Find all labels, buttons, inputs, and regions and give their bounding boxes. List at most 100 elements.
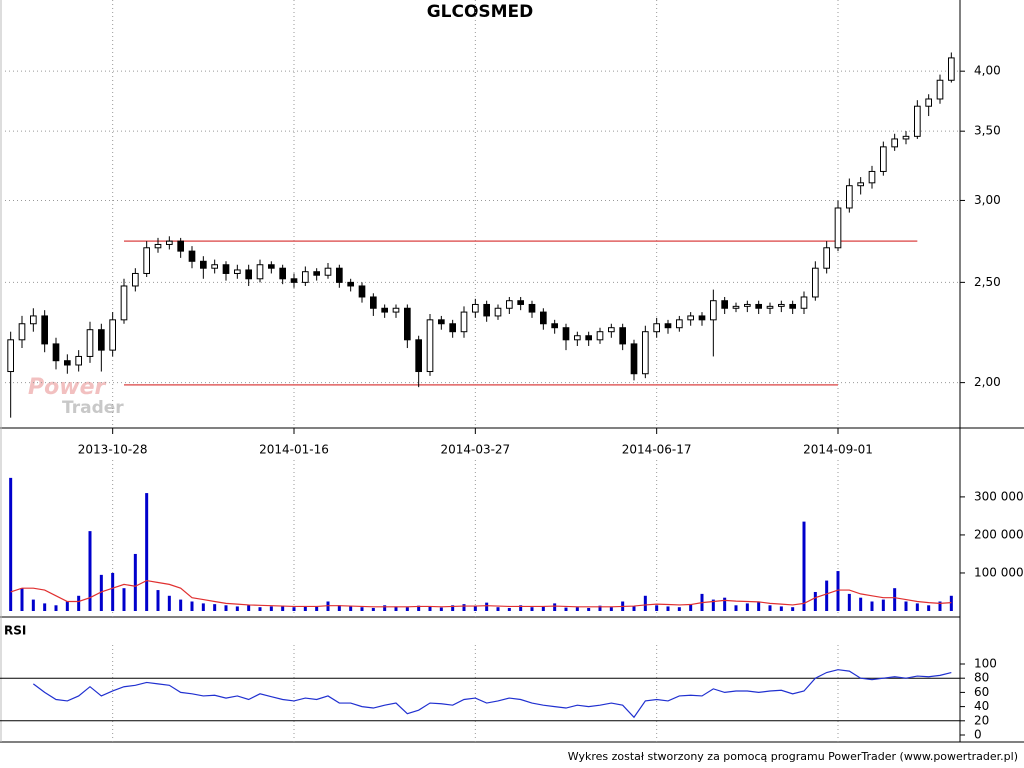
volume-bar [541, 606, 545, 611]
volume-bar [485, 602, 489, 611]
candle-body [687, 315, 694, 321]
volume-bar [632, 606, 636, 611]
volume-average [10, 579, 952, 608]
candle-body [279, 267, 287, 280]
candle-body [676, 319, 683, 329]
y-tick-label: 2,00 [974, 375, 1001, 389]
x-tick-label: 2014-06-17 [622, 443, 692, 457]
candle-body [245, 269, 252, 280]
candle-body [585, 335, 592, 341]
candle-body [891, 138, 898, 148]
x-tick-label: 2014-09-01 [803, 443, 873, 457]
candle-body [574, 335, 581, 341]
candle-body [630, 343, 638, 375]
candle-body [268, 264, 275, 269]
volume-bar [247, 605, 251, 611]
candle-body [222, 264, 230, 274]
panel-title: RSI [4, 624, 26, 638]
volume-bar [655, 605, 659, 611]
candle-body [653, 323, 660, 333]
candle-body [619, 327, 626, 345]
candle-body [313, 271, 321, 276]
candle-body [166, 240, 173, 245]
candle-body [642, 331, 649, 375]
volume-bar [258, 607, 262, 611]
volume-bar [757, 601, 761, 611]
candle-body [64, 360, 71, 366]
candle-body [868, 170, 876, 184]
volume-bar [643, 595, 647, 611]
volume-bar [451, 605, 455, 611]
volume-bar [677, 607, 681, 611]
volume-bar [791, 607, 795, 611]
volume-bar [825, 580, 829, 611]
candle-body [880, 146, 887, 172]
volume-bar [405, 607, 409, 611]
candle-body [812, 267, 819, 298]
volume-bar [473, 606, 477, 611]
candle-body [188, 250, 196, 262]
candle-body [483, 303, 491, 317]
volume-bar [20, 588, 24, 611]
rsi-line [32, 669, 952, 719]
candle-body [914, 105, 921, 137]
volume-bar [553, 603, 557, 611]
candle-body [517, 300, 524, 305]
candle-body [7, 339, 14, 373]
volume-bar [768, 605, 772, 611]
candle-body [415, 339, 423, 373]
candle-body [948, 57, 955, 81]
candle-body [744, 303, 751, 307]
volume-bar [417, 605, 421, 611]
candle-body [234, 269, 241, 274]
candle-body [710, 300, 717, 321]
volume-bar [190, 601, 194, 611]
volume-bar [564, 607, 568, 611]
y-tick-label: 3,00 [974, 193, 1001, 207]
candle-body [664, 323, 672, 329]
watermark: Trader [62, 398, 124, 418]
watermark: Power [28, 375, 106, 400]
candle-body [177, 240, 184, 252]
volume-bar [54, 605, 58, 611]
volume-bar [88, 531, 92, 611]
volume-bar [904, 601, 908, 611]
volume-bar [609, 607, 613, 611]
candle-body [290, 278, 298, 283]
volume-bar [711, 599, 715, 611]
y-tick-label: 4,00 [974, 64, 1001, 78]
candle-body [18, 323, 26, 341]
candle-body [52, 343, 60, 362]
candle-body [120, 285, 128, 321]
volume-bar [689, 604, 693, 611]
candle-body [698, 315, 706, 321]
candle-body [857, 182, 864, 187]
volume-bar [122, 588, 126, 611]
x-tick-label: 2014-03-27 [440, 443, 510, 457]
candle-body [460, 311, 468, 333]
volume-bar [156, 590, 160, 611]
volume-bar [224, 605, 228, 611]
candle-body [256, 264, 264, 280]
volume-bar [439, 607, 443, 611]
volume-bar [507, 607, 511, 611]
candle-body [109, 319, 117, 351]
candle-body [98, 329, 105, 351]
volume-bar [927, 605, 931, 611]
footer: Wykres został stworzony za pomocą progra… [568, 750, 1018, 763]
volume-bar [587, 607, 591, 611]
x-tick-label: 2014-01-16 [259, 443, 329, 457]
candle-body [766, 305, 774, 309]
volume-bar [859, 597, 863, 611]
candle-body [506, 300, 513, 309]
candle-body [732, 305, 740, 309]
volume-bar [598, 605, 602, 611]
candle-body [358, 285, 366, 298]
volume-bar [360, 607, 364, 611]
candle-body [528, 303, 536, 313]
candle-body [41, 315, 48, 345]
candle-body [789, 303, 796, 309]
volume-bar [734, 605, 738, 611]
candle-body [86, 329, 94, 357]
